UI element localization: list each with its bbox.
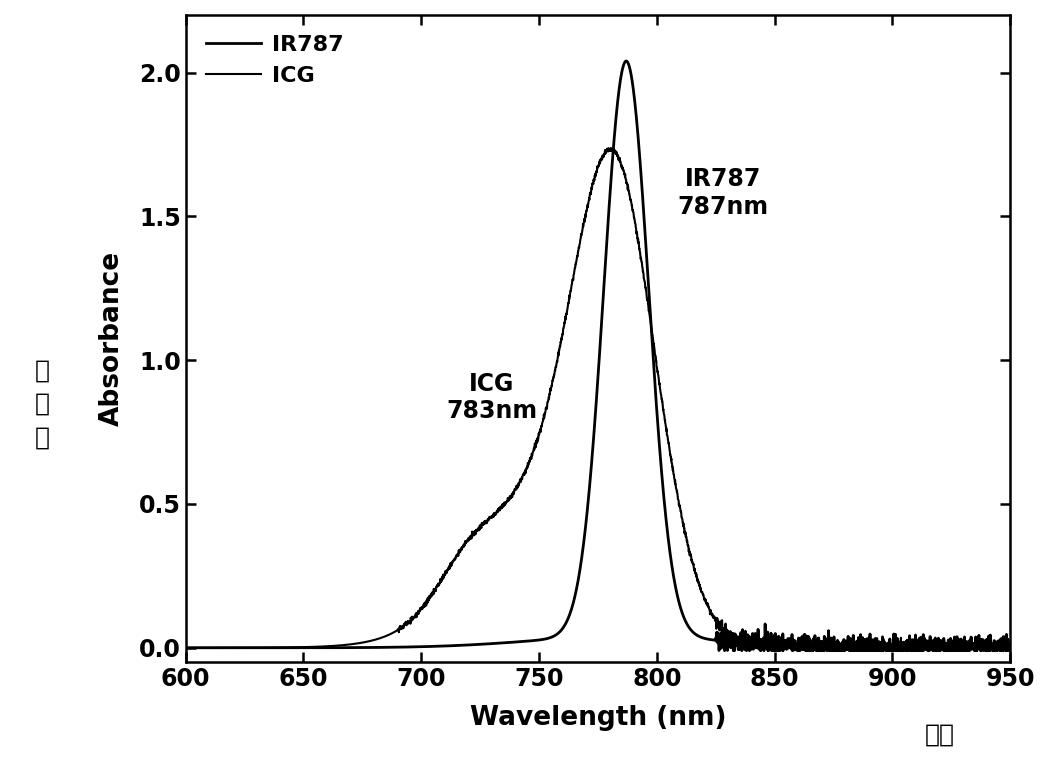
IR787 — [620, 57, 632, 66]
ICG — [602, 144, 614, 153]
Line: IR787: IR787 — [186, 61, 1010, 650]
IR787 — [478, 639, 490, 649]
ICG — [568, 263, 581, 273]
Y-axis label: Absorbance: Absorbance — [99, 251, 125, 426]
IR787 — [941, 639, 953, 648]
IR787 — [704, 635, 716, 644]
Text: ICG
783nm: ICG 783nm — [446, 371, 538, 423]
Line: ICG: ICG — [186, 148, 1010, 648]
ICG — [669, 476, 681, 485]
IR787 — [669, 580, 681, 590]
IR787 — [352, 643, 364, 652]
Text: IR787
787nm: IR787 787nm — [677, 167, 769, 219]
Text: 波长: 波长 — [925, 723, 954, 746]
IR787 — [1004, 646, 1016, 655]
ICG — [180, 643, 192, 653]
X-axis label: Wavelength (nm): Wavelength (nm) — [469, 705, 727, 731]
Legend: IR787, ICG: IR787, ICG — [196, 26, 353, 95]
Text: 吸
光
度: 吸 光 度 — [35, 358, 49, 450]
ICG — [1004, 642, 1016, 651]
IR787 — [568, 592, 581, 601]
IR787 — [718, 646, 731, 655]
ICG — [478, 519, 490, 528]
ICG — [704, 605, 716, 615]
IR787 — [180, 643, 192, 653]
ICG — [941, 643, 953, 653]
ICG — [352, 639, 364, 648]
ICG — [732, 643, 744, 653]
